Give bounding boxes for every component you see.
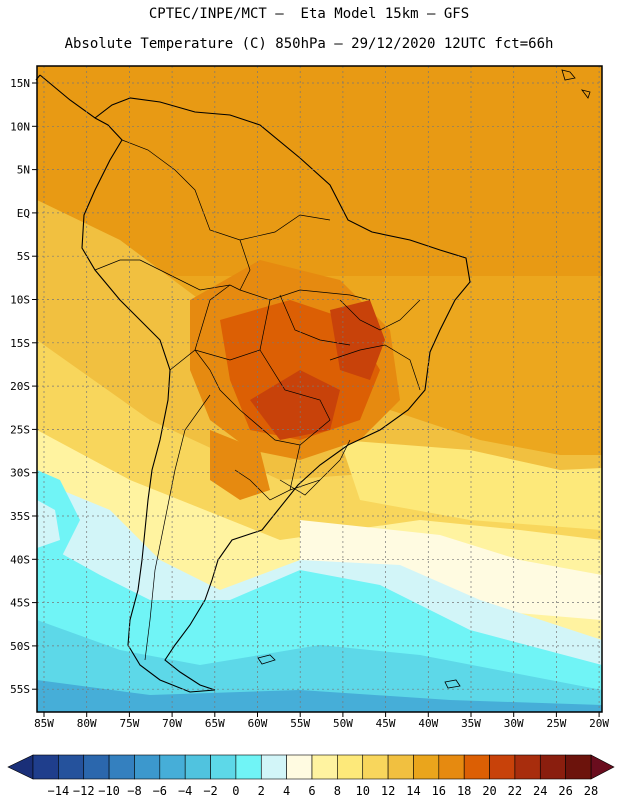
field-pacific-cool-patch — [37, 500, 60, 548]
lon-tick-label: 85W — [34, 717, 54, 730]
colorbar-swatch — [58, 754, 85, 780]
colorbar-swatch — [159, 754, 186, 780]
colorbar-label: 16 — [432, 784, 446, 798]
colorbar-swatch — [514, 754, 541, 780]
colorbar-label: −10 — [98, 784, 120, 798]
temperature-field — [37, 66, 602, 712]
map-title-line2: Absolute Temperature (C) 850hPa – 29/12/… — [64, 36, 554, 52]
lon-tick-label: 35W — [461, 717, 481, 730]
colorbar-swatch — [565, 754, 592, 780]
colorbar-label: 22 — [508, 784, 522, 798]
colorbar-swatch — [83, 754, 110, 780]
colorbar-label: 4 — [283, 784, 290, 798]
colorbar-swatch — [362, 754, 389, 780]
lon-tick-label: 65W — [205, 717, 225, 730]
colorbar-label: 18 — [457, 784, 471, 798]
political-borders — [94, 139, 421, 661]
lat-tick-label: 30S — [10, 467, 30, 480]
axis-ticks: 15N 10N 5N EQ 5S 10S 15S 20S 25S 30S 35S 40S 45S 50S 5… — [10, 77, 609, 730]
lon-tick-label: 40W — [418, 717, 438, 730]
colorbar-left-arrow — [7, 754, 34, 780]
map-title-line1: CPTEC/INPE/MCT – Eta Model 15km – GFS — [148, 6, 470, 22]
colorbar-swatch — [32, 754, 59, 780]
colorbar-swatch — [463, 754, 490, 780]
map-frame — [36, 65, 603, 713]
colorbar-label: 8 — [334, 784, 341, 798]
islands — [257, 69, 591, 689]
lat-tick-label: 55S — [10, 683, 30, 696]
lon-tick-label: 70W — [162, 717, 182, 730]
lon-tick-label: 20W — [589, 717, 609, 730]
field-hot-spot-north — [330, 300, 385, 380]
lat-tick-label: 5S — [17, 250, 30, 263]
field-tropical-band — [37, 66, 602, 276]
colorbar-swatch — [438, 754, 465, 780]
lat-tick-label: 15S — [10, 337, 30, 350]
colorbar-label: −8 — [127, 784, 141, 798]
colorbar-swatch — [260, 754, 287, 780]
colorbar-label: −14 — [48, 784, 70, 798]
lon-tick-label: 75W — [119, 717, 139, 730]
colorbar-label: 24 — [533, 784, 547, 798]
field-warm-patch-south — [210, 430, 270, 500]
lat-tick-label: 10S — [10, 294, 30, 307]
lat-tick-label: 50S — [10, 640, 30, 653]
colorbar-swatch — [134, 754, 161, 780]
lat-tick-label: 45S — [10, 597, 30, 610]
colorbar-swatch — [286, 754, 313, 780]
field-coldest-zone — [37, 680, 602, 712]
colorbar-label: 6 — [308, 784, 315, 798]
lat-tick-label: 25S — [10, 423, 30, 436]
lon-tick-label: 30W — [504, 717, 524, 730]
field-continental-hottest — [250, 370, 340, 440]
lat-tick-label: 20S — [10, 380, 30, 393]
colorbar-swatch — [311, 754, 338, 780]
field-pacific-cold-patch — [37, 470, 80, 570]
colorbar-label: −6 — [153, 784, 167, 798]
lon-tick-label: 25W — [546, 717, 566, 730]
lat-tick-label: 40S — [10, 553, 30, 566]
field-cool-band-east — [300, 520, 602, 620]
colorbar-swatch — [235, 754, 262, 780]
colorbar-label: −12 — [73, 784, 95, 798]
colorbar-label: 14 — [406, 784, 420, 798]
colorbar-label: −2 — [203, 784, 217, 798]
lat-tick-label: 35S — [10, 510, 30, 523]
colorbar-swatch — [337, 754, 364, 780]
colorbar-label: 28 — [584, 784, 598, 798]
lon-tick-label: 45W — [376, 717, 396, 730]
colorbar-swatch — [413, 754, 440, 780]
colorbar-swatch — [489, 754, 516, 780]
colorbar-swatch — [210, 754, 237, 780]
colorbar-right-arrow — [590, 754, 615, 780]
colorbar-swatch — [184, 754, 211, 780]
colorbar-label: 0 — [232, 784, 239, 798]
lat-tick-label: EQ — [17, 207, 30, 220]
colorbar-label: 20 — [482, 784, 496, 798]
lat-tick-label: 5N — [17, 164, 30, 177]
lat-tick-label: 15N — [10, 77, 30, 90]
lon-tick-label: 55W — [290, 717, 310, 730]
colorbar-swatch — [108, 754, 135, 780]
lat-lon-grid — [37, 66, 602, 712]
colorbar-swatch — [387, 754, 414, 780]
colorbar-label: 2 — [258, 784, 265, 798]
field-ocean-mild — [340, 440, 602, 530]
lon-tick-label: 80W — [77, 717, 97, 730]
colorbar-label: 12 — [381, 784, 395, 798]
lon-tick-label: 50W — [333, 717, 353, 730]
lat-tick-label: 10N — [10, 120, 30, 133]
colorbar-swatch — [539, 754, 566, 780]
colorbar-label: 10 — [356, 784, 370, 798]
colorbar: −14 −12 −10 −8 −6 −4 −2 0 2 4 6 8 10 12 14 16 18 20 22 24 26… — [7, 754, 615, 798]
colorbar-label: 26 — [558, 784, 572, 798]
colorbar-label: −4 — [178, 784, 192, 798]
lon-tick-label: 60W — [248, 717, 268, 730]
